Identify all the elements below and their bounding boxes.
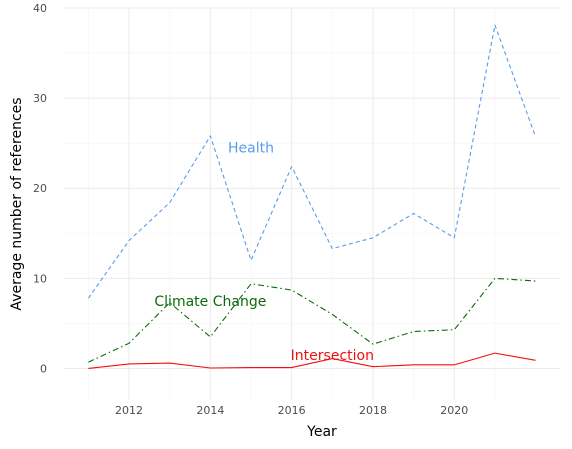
series-label-climate-change: Climate Change <box>154 294 266 310</box>
y-tick-label: 30 <box>33 92 47 105</box>
x-tick-label: 2014 <box>196 404 224 417</box>
x-tick-label: 2016 <box>278 404 306 417</box>
x-tick-label: 2018 <box>359 404 387 417</box>
y-tick-label: 20 <box>33 182 47 195</box>
series-line-health <box>87 24 537 299</box>
y-tick-label: 0 <box>40 362 47 375</box>
y-tick-label: 40 <box>33 2 47 15</box>
series-label-health: Health <box>228 141 274 157</box>
grid <box>64 7 560 400</box>
series-label-intersection: Intersection <box>291 348 374 364</box>
y-axis-ticks: 0 10 20 30 40 <box>33 2 47 375</box>
y-axis-title: Average number of references <box>9 97 25 310</box>
series-line-climate-change <box>88 277 536 363</box>
series-labels: Health Climate Change Intersection <box>154 141 374 364</box>
series-line-intersection <box>88 352 536 370</box>
x-axis-ticks: 2012 2014 2016 2018 2020 <box>115 404 468 417</box>
y-tick-label: 10 <box>33 272 47 285</box>
x-tick-label: 2020 <box>440 404 468 417</box>
x-axis-title: Year <box>306 424 337 440</box>
series-lines <box>87 24 537 370</box>
x-tick-label: 2012 <box>115 404 143 417</box>
